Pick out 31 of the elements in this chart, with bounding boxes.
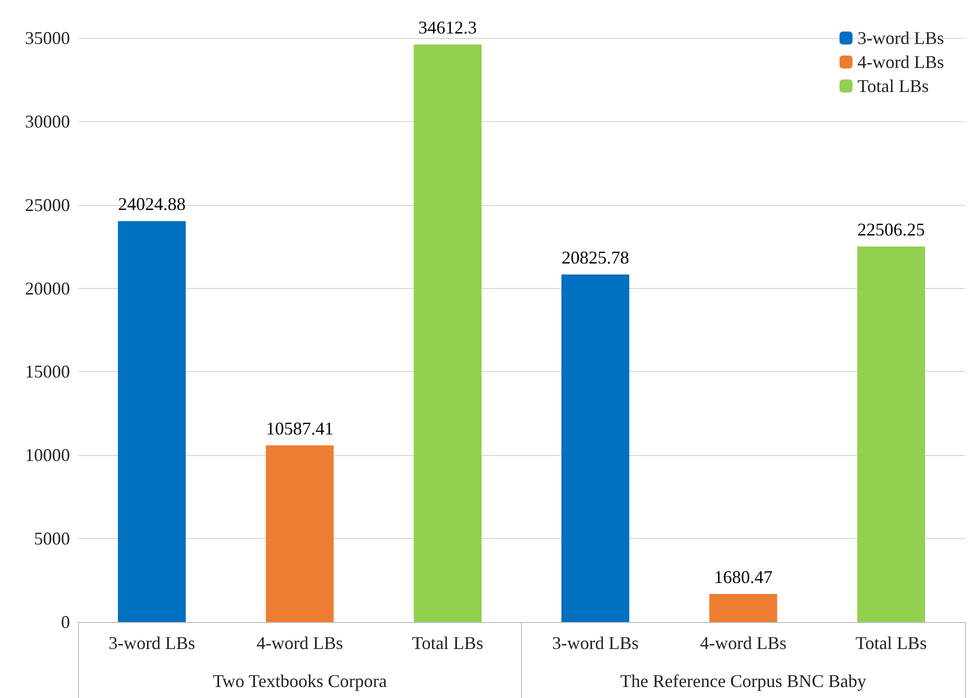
bar: [709, 594, 778, 622]
data-label: 34612.3: [418, 17, 477, 38]
data-label: 1680.47: [714, 566, 772, 587]
y-tick-label: 35000: [25, 28, 70, 48]
text: Total LBs: [855, 633, 927, 653]
text: 3-word LBs: [108, 633, 196, 653]
bar: [857, 246, 926, 622]
y-tick-label: 15000: [25, 362, 70, 382]
legend-label: 3-word LBs: [858, 28, 944, 48]
y-tick-label: 5000: [34, 528, 70, 549]
bar: [266, 445, 334, 622]
y-tick-label: 25000: [25, 194, 70, 215]
text: 4-word LBs: [700, 633, 786, 653]
y-tick-label: 10000: [25, 445, 70, 466]
data-label: 22506.25: [857, 219, 925, 240]
legend-label: Total LBs: [858, 76, 929, 96]
text: Total LBs: [412, 633, 484, 653]
x-tick-label: Two Textbooks Corpora: [212, 671, 387, 691]
data-label: 20825.78: [562, 248, 630, 268]
data-label: 24024.88: [118, 194, 186, 214]
bar: [561, 274, 630, 622]
bar: [414, 44, 482, 622]
y-tick-label: 20000: [25, 278, 70, 298]
y-tick-label: 30000: [25, 111, 70, 132]
legend-label: 4-word LBs: [858, 52, 944, 72]
y-tick-label: 0: [61, 612, 70, 632]
data-label: 10587.41: [266, 418, 334, 438]
text: 3-word LBs: [552, 633, 639, 653]
text: 4-word LBs: [256, 633, 343, 653]
bar: [118, 221, 186, 622]
x-tick-label: The Reference Corpus BNC Baby: [620, 671, 866, 691]
